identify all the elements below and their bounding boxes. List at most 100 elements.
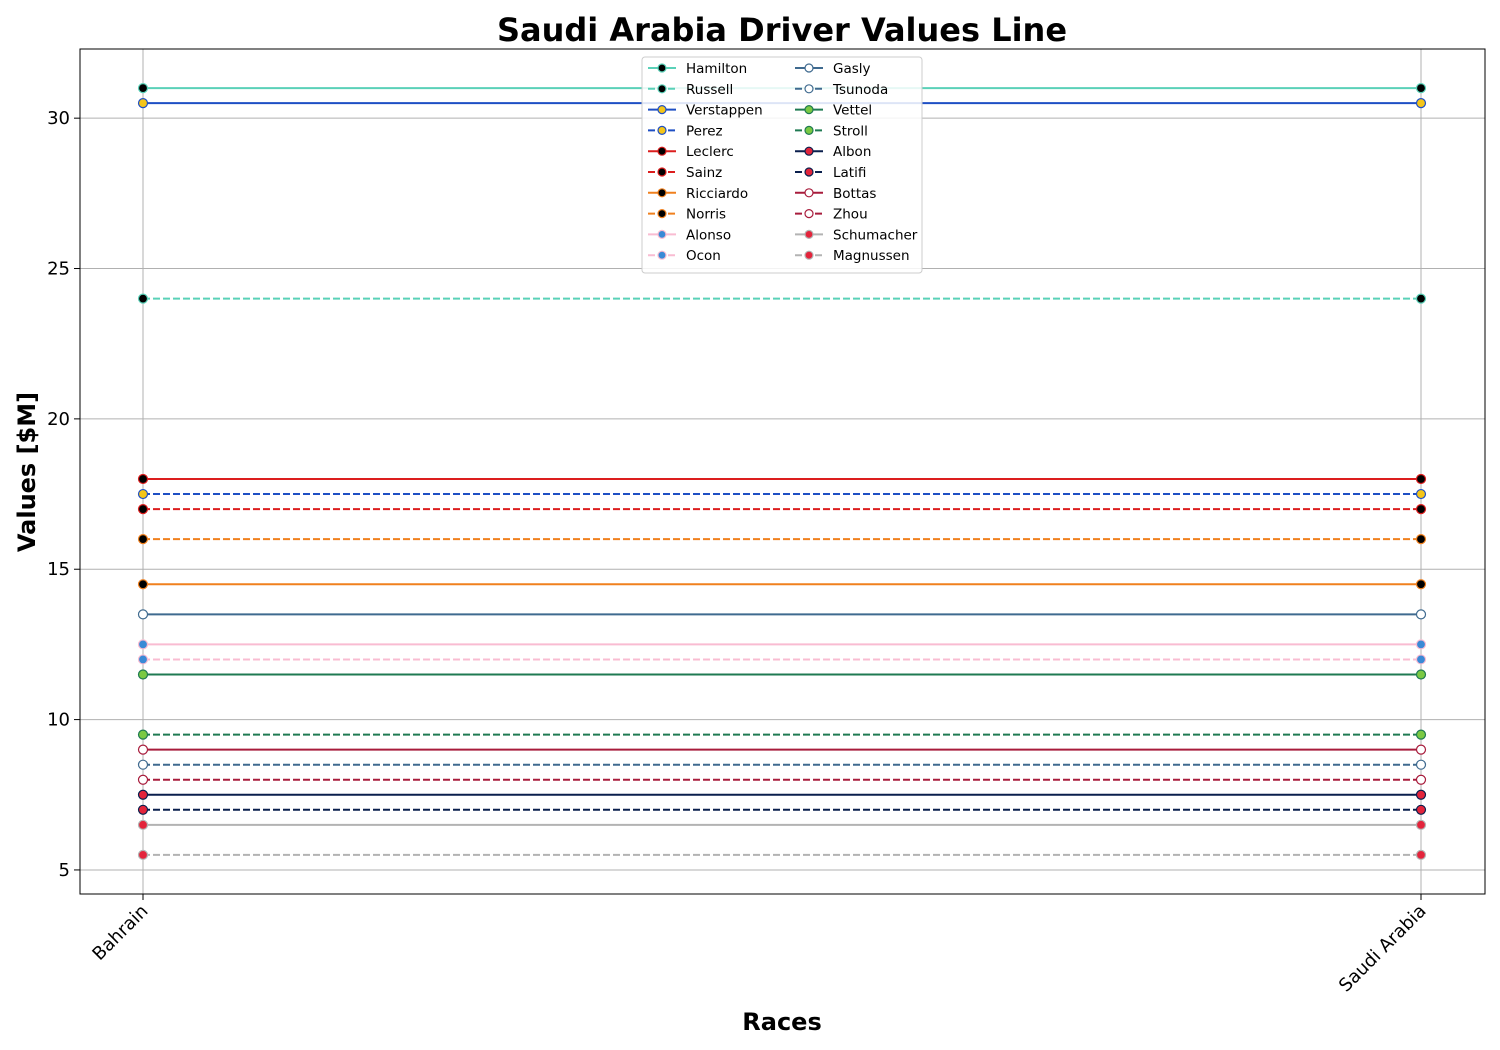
legend-entry: Vettel	[795, 103, 872, 119]
data-point	[137, 789, 149, 800]
y-tick-label: 10	[47, 710, 70, 731]
data-point	[1415, 774, 1427, 785]
data-point	[1415, 293, 1427, 304]
series-schumacher	[137, 819, 1427, 830]
data-point	[137, 293, 149, 304]
legend-marker	[657, 84, 667, 94]
data-point	[1415, 789, 1427, 800]
data-point	[1415, 473, 1427, 485]
chart-title: Saudi Arabia Driver Values Line	[497, 11, 1067, 49]
legend-entry: Hamilton	[648, 61, 747, 77]
legend-entry: Ocon	[648, 248, 721, 264]
y-tick-label: 15	[47, 559, 70, 580]
legend-marker	[804, 125, 814, 135]
series-norris	[137, 534, 1427, 545]
legend-entry: Russell	[648, 82, 733, 98]
legend-label: Magnussen	[833, 248, 910, 264]
data-point	[1415, 82, 1427, 94]
legend-entry: Albon	[795, 144, 871, 160]
legend-label: Norris	[686, 207, 726, 223]
y-tick-label: 5	[59, 860, 70, 881]
legend-label: Hamilton	[686, 61, 747, 77]
legend-marker	[804, 229, 814, 239]
legend-entry: Gasly	[795, 61, 871, 77]
x-tick-label: Bahrain	[88, 901, 152, 965]
data-point	[1415, 534, 1427, 545]
legend-marker	[804, 104, 814, 115]
legend-entry: Latifi	[795, 165, 866, 181]
legend-entry: Magnussen	[795, 248, 910, 264]
data-point	[137, 759, 149, 770]
legend-label: Ricciardo	[686, 186, 748, 202]
y-tick-label: 20	[47, 409, 70, 430]
data-point	[137, 654, 149, 665]
legend-label: Alonso	[686, 227, 731, 243]
series-albon	[137, 789, 1427, 800]
series-magnussen	[137, 849, 1427, 861]
legend-label: Ocon	[686, 248, 721, 264]
y-tick-label: 25	[47, 259, 70, 280]
data-point	[1415, 669, 1427, 680]
series-russell	[137, 293, 1427, 304]
plot-frame	[79, 48, 1486, 895]
legend-label: Zhou	[833, 207, 868, 223]
data-point	[137, 579, 149, 590]
legend-entry: Tsunoda	[795, 82, 888, 98]
legend-marker	[804, 188, 814, 198]
data-point	[1415, 639, 1427, 650]
legend-marker	[804, 167, 814, 177]
legend-entry: Schumacher	[795, 227, 918, 243]
data-point	[1415, 609, 1427, 620]
series-leclerc	[137, 473, 1427, 485]
legend-marker	[657, 229, 667, 239]
data-point	[137, 729, 149, 740]
series-zhou	[137, 774, 1427, 785]
legend-label: Latifi	[833, 165, 866, 181]
legend-entry: Sainz	[648, 165, 722, 181]
data-point	[1415, 819, 1427, 830]
data-point	[137, 488, 149, 500]
data-point	[137, 819, 149, 830]
legend-label: Bottas	[833, 186, 876, 202]
legend-marker	[657, 125, 667, 135]
y-axis-label: Values [$M]	[13, 392, 41, 552]
data-point	[1415, 503, 1427, 515]
legend-marker	[804, 146, 814, 156]
data-point	[1415, 579, 1427, 590]
legend-marker	[657, 63, 667, 73]
y-tick-label: 30	[47, 108, 70, 129]
series-layer	[137, 82, 1427, 861]
series-tsunoda	[137, 759, 1427, 770]
data-point	[137, 98, 149, 109]
data-point	[137, 744, 149, 755]
legend-label: Vettel	[833, 103, 872, 119]
data-point	[137, 849, 149, 861]
data-point	[137, 774, 149, 785]
series-alonso	[137, 639, 1427, 650]
legend-entry: Norris	[648, 207, 726, 223]
legend-label: Stroll	[833, 123, 868, 139]
legend-entry: Stroll	[795, 123, 868, 139]
legend-marker	[804, 209, 814, 219]
legend-label: Schumacher	[833, 227, 918, 243]
series-gasly	[137, 609, 1427, 620]
data-point	[1415, 759, 1427, 770]
data-point	[1415, 729, 1427, 740]
series-perez	[137, 488, 1427, 500]
legend-entry: Ricciardo	[648, 186, 748, 202]
legend-marker	[657, 146, 667, 156]
legend-marker	[804, 250, 814, 260]
data-point	[1415, 654, 1427, 665]
x-axis-label: Races	[742, 1008, 821, 1036]
legend-entry: Bottas	[795, 186, 876, 202]
legend-label: Leclerc	[686, 144, 734, 160]
legend-entry: Zhou	[795, 207, 868, 223]
legend-entry: Verstappen	[648, 103, 763, 119]
data-point	[1415, 804, 1427, 815]
legend-box	[641, 56, 923, 274]
series-vettel	[137, 669, 1427, 680]
series-sainz	[137, 503, 1427, 515]
series-stroll	[137, 729, 1427, 740]
y-axis-ticks: 5 10 15 20 25 30	[47, 108, 80, 881]
